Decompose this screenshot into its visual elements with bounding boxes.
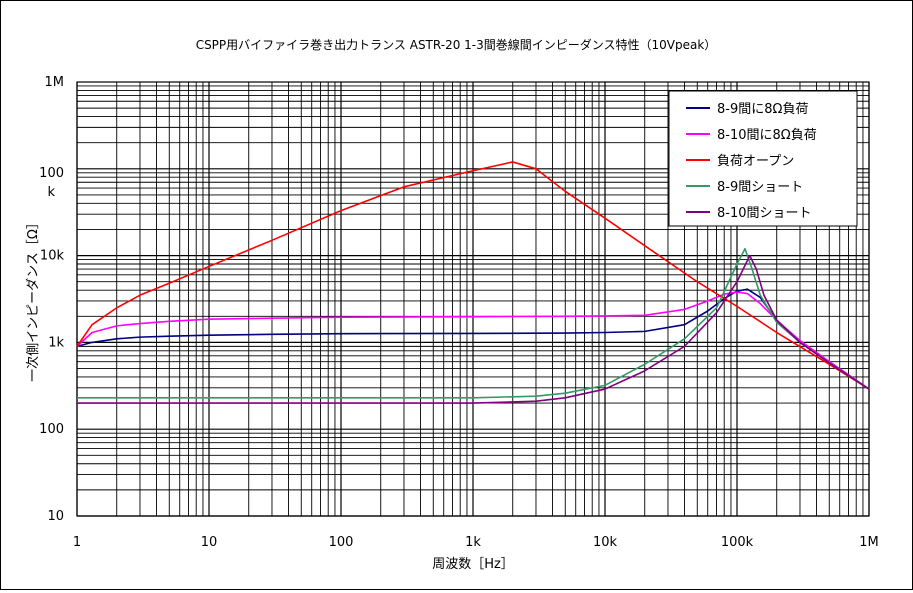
plot-area [76,81,870,517]
legend-label: 8-9間に8Ω負荷 [717,102,808,117]
x-tick-label: 100k [721,535,754,550]
x-tick-label: 1k [465,535,481,550]
series-line [76,161,870,390]
legend-box [668,90,858,227]
x-axis-ticks: 1 10 100 1k 10k 100k 1M [73,535,879,550]
y-axis-label: 一次側インピーダンス［Ω］ [25,216,41,382]
grid [76,82,870,517]
chart-title: CSPP用バイファイラ巻き出力トランス ASTR-20 1-3間巻線間インピーダ… [196,37,717,52]
x-tick-label: 10k [593,535,618,550]
y-tick-label: 1k [48,335,64,350]
legend-label: 8-9間ショート [717,180,803,195]
y-tick-label: 10 [47,509,64,524]
y-axis-ticks: 10 100 1k 10k 100 k 1M [39,75,64,524]
legend-label: 8-10間ショート [717,206,812,221]
y-tick-label: 10k [40,249,65,264]
series-line [77,247,870,399]
legend-label: 負荷オープン [717,154,794,169]
y-tick-label: 100 [39,422,64,437]
x-tick-label: 10 [201,535,218,550]
legend-label: 8-10間に8Ω負荷 [717,128,817,143]
series-line [76,291,870,390]
x-tick-label: 1 [73,535,81,550]
x-axis-label: 周波数［Hz］ [432,557,514,572]
y-tick-label: 1M [45,75,65,90]
x-tick-label: 100 [329,535,354,550]
series-line [77,254,870,404]
y-tick-label: 100 k [39,166,64,200]
series-lines [76,161,870,404]
x-tick-label: 1M [859,535,879,550]
